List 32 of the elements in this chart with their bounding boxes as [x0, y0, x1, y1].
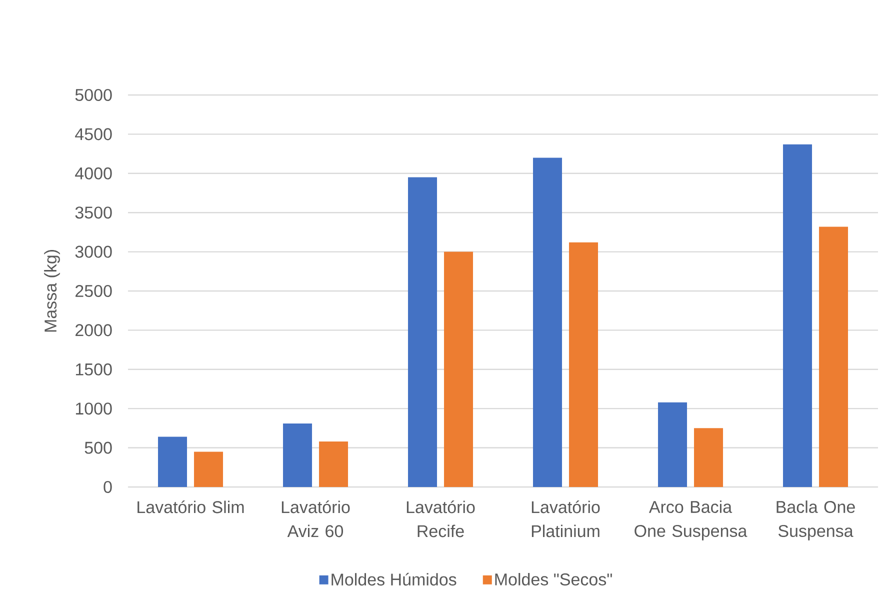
y-tick-label: 4000 — [75, 167, 112, 180]
x-tick-label: Arco Bacia One Suspensa — [634, 500, 748, 540]
bar — [158, 436, 188, 487]
x-tick-label: Bacla One Suspensa — [776, 500, 855, 540]
y-tick-label: 3000 — [75, 246, 112, 258]
x-tick-label: Lavatório Platinium — [532, 500, 600, 538]
bar — [819, 226, 848, 487]
bar — [783, 144, 812, 487]
x-tick-label: Lavatório Aviz 60 — [282, 500, 350, 538]
bar — [194, 452, 224, 487]
y-tick-label: 1000 — [76, 402, 112, 415]
y-tick-label: 1500 — [76, 363, 112, 376]
y-tick-label: 3500 — [75, 206, 112, 219]
y-tick-label: 2000 — [76, 324, 112, 336]
bar — [319, 442, 348, 487]
legend-label: Moldes Húmidos — [332, 572, 456, 586]
y-tick-label: 500 — [84, 442, 112, 454]
y-tick-label: 2500 — [76, 284, 112, 298]
bar — [283, 423, 312, 487]
y-tick-label: 0 — [104, 480, 112, 494]
bar — [658, 402, 688, 487]
bar — [408, 177, 438, 487]
x-tick-label: Lavatório Recife — [406, 500, 475, 538]
y-tick-label: 4500 — [75, 128, 112, 140]
legend-label: Moldes "Secos" — [495, 572, 612, 586]
y-axis-title: Massa (kg) — [44, 250, 60, 332]
bar — [444, 252, 474, 487]
y-tick-label: 5000 — [75, 88, 112, 102]
bar — [533, 158, 562, 487]
x-tick-label: Lavatório Slim — [138, 500, 244, 514]
bar — [694, 428, 724, 487]
bar — [569, 242, 598, 487]
